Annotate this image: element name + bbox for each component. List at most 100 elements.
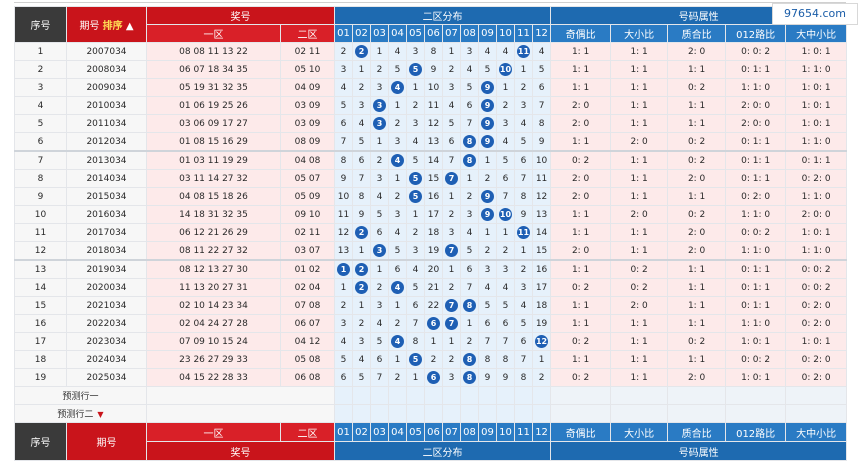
distribution-cell: 1	[442, 259, 461, 279]
prediction-cell[interactable]	[388, 386, 407, 405]
distribution-cell: 6	[370, 350, 389, 369]
prediction-row-label[interactable]: 预测行一	[14, 386, 147, 405]
prediction-cell[interactable]	[442, 404, 461, 423]
distribution-cell: 9	[424, 60, 443, 79]
prediction-cell[interactable]	[478, 386, 497, 405]
prediction-cell[interactable]	[406, 386, 425, 405]
distribution-cell: 13	[334, 241, 353, 261]
number-ball: 5	[409, 190, 422, 203]
footer-seq: 序号	[14, 422, 67, 461]
row-zone2-numbers: 03 09	[280, 114, 335, 133]
prediction-row-label[interactable]: 预测行二 ▼	[14, 404, 147, 423]
distribution-cell: 22	[424, 296, 443, 315]
distribution-cell: 3	[514, 278, 533, 297]
header-num-08: 08	[460, 24, 479, 43]
attr-cell-4: 1: 0: 1	[785, 114, 848, 133]
distribution-cell: 7	[442, 169, 461, 188]
prediction-cell[interactable]	[388, 404, 407, 423]
footer-zone2-distribution: 二区分布	[333, 441, 552, 461]
distribution-cell: 1	[388, 296, 407, 315]
row-zone2-numbers: 02 11	[280, 223, 335, 242]
distribution-cell: 4	[514, 114, 533, 133]
distribution-cell: 5	[496, 150, 515, 170]
sort-arrow-icon[interactable]: ▲	[125, 21, 134, 32]
prediction-cell[interactable]	[334, 404, 353, 423]
prediction-cell[interactable]	[531, 386, 552, 405]
footer-num-07: 07	[442, 422, 461, 442]
distribution-cell: 5	[370, 332, 389, 351]
distribution-cell: 9	[531, 132, 552, 152]
prediction-cell[interactable]	[460, 404, 479, 423]
row-index: 5	[14, 114, 67, 133]
prediction-cell[interactable]	[496, 386, 515, 405]
distribution-cell: 12	[334, 223, 353, 242]
attr-cell-4: 2: 0: 0	[785, 205, 848, 224]
distribution-cell: 9	[478, 205, 497, 224]
distribution-cell: 1	[352, 296, 371, 315]
distribution-cell: 2	[370, 150, 389, 170]
row-zone1-numbers: 06 07 18 34 35	[146, 60, 281, 79]
prediction-cell[interactable]	[352, 386, 371, 405]
distribution-cell: 2	[352, 278, 371, 297]
prediction-row[interactable]: 预测行一	[14, 386, 848, 405]
distribution-cell: 20	[424, 259, 443, 279]
distribution-cell: 4	[496, 132, 515, 152]
distribution-cell: 19	[531, 314, 552, 333]
prediction-cell[interactable]	[496, 404, 515, 423]
row-index: 4	[14, 96, 67, 115]
header-num-03: 03	[370, 24, 389, 43]
distribution-cell: 5	[496, 296, 515, 315]
top-divider	[14, 2, 846, 3]
distribution-cell: 7	[496, 187, 515, 206]
prediction-cell[interactable]	[370, 404, 389, 423]
prediction-cell[interactable]	[370, 386, 389, 405]
attr-cell-0: 1: 1	[550, 314, 612, 333]
distribution-cell: 10	[496, 205, 515, 224]
table-row: 15 2021034 02 10 14 23 34 07 08 2 1 3 1 6 22 7 8 5 5 4…	[14, 296, 848, 315]
header-num-06: 06	[424, 24, 443, 43]
distribution-cell: 1	[424, 332, 443, 351]
prediction-cell[interactable]	[406, 404, 425, 423]
distribution-cell: 7	[496, 332, 515, 351]
distribution-cell: 1	[478, 223, 497, 242]
distribution-cell: 8	[460, 150, 479, 170]
prediction-cell[interactable]	[460, 386, 479, 405]
prediction-cell[interactable]	[424, 386, 443, 405]
prediction-cell[interactable]	[334, 386, 353, 405]
distribution-cell: 14	[531, 223, 552, 242]
distribution-cell: 13	[424, 132, 443, 152]
footer-num-03: 03	[370, 422, 389, 442]
table-row: 1 2007034 08 08 11 13 22 02 11 2 2 1 4 3 8 1 3 4 4 11 4…	[14, 42, 848, 61]
distribution-cell: 1	[496, 223, 515, 242]
row-zone2-numbers: 05 07	[280, 169, 335, 188]
attr-cell-1: 2: 0	[610, 205, 669, 224]
sort-label[interactable]: 排序	[102, 21, 123, 32]
row-zone2-numbers: 09 10	[280, 205, 335, 224]
row-index: 13	[14, 259, 67, 279]
header-zone2: 二区	[280, 24, 335, 43]
distribution-cell: 7	[514, 350, 533, 369]
prediction-cell[interactable]	[424, 404, 443, 423]
prediction-cell[interactable]	[442, 386, 461, 405]
attr-cell-1: 1: 1	[610, 332, 669, 351]
prediction-cell[interactable]	[531, 404, 552, 423]
prediction-cell[interactable]	[514, 386, 533, 405]
prediction-attr-cell	[550, 404, 612, 423]
attr-cell-4: 0: 2: 0	[785, 169, 848, 188]
attr-cell-0: 2: 0	[550, 169, 612, 188]
distribution-cell: 7	[478, 332, 497, 351]
distribution-cell: 12	[531, 332, 552, 351]
expand-arrow-icon[interactable]: ▼	[97, 410, 104, 419]
header-period-sort[interactable]: 期号 排序 ▲	[66, 6, 147, 43]
row-index: 9	[14, 187, 67, 206]
distribution-cell: 1	[388, 169, 407, 188]
prediction-row[interactable]: 预测行二 ▼	[14, 404, 848, 423]
prediction-cell[interactable]	[478, 404, 497, 423]
distribution-cell: 2	[514, 259, 533, 279]
distribution-cell: 5	[406, 187, 425, 206]
prediction-cell[interactable]	[352, 404, 371, 423]
prediction-cell[interactable]	[514, 404, 533, 423]
distribution-cell: 5	[514, 314, 533, 333]
footer-prize-number: 奖号	[146, 441, 335, 461]
distribution-cell: 13	[531, 205, 552, 224]
